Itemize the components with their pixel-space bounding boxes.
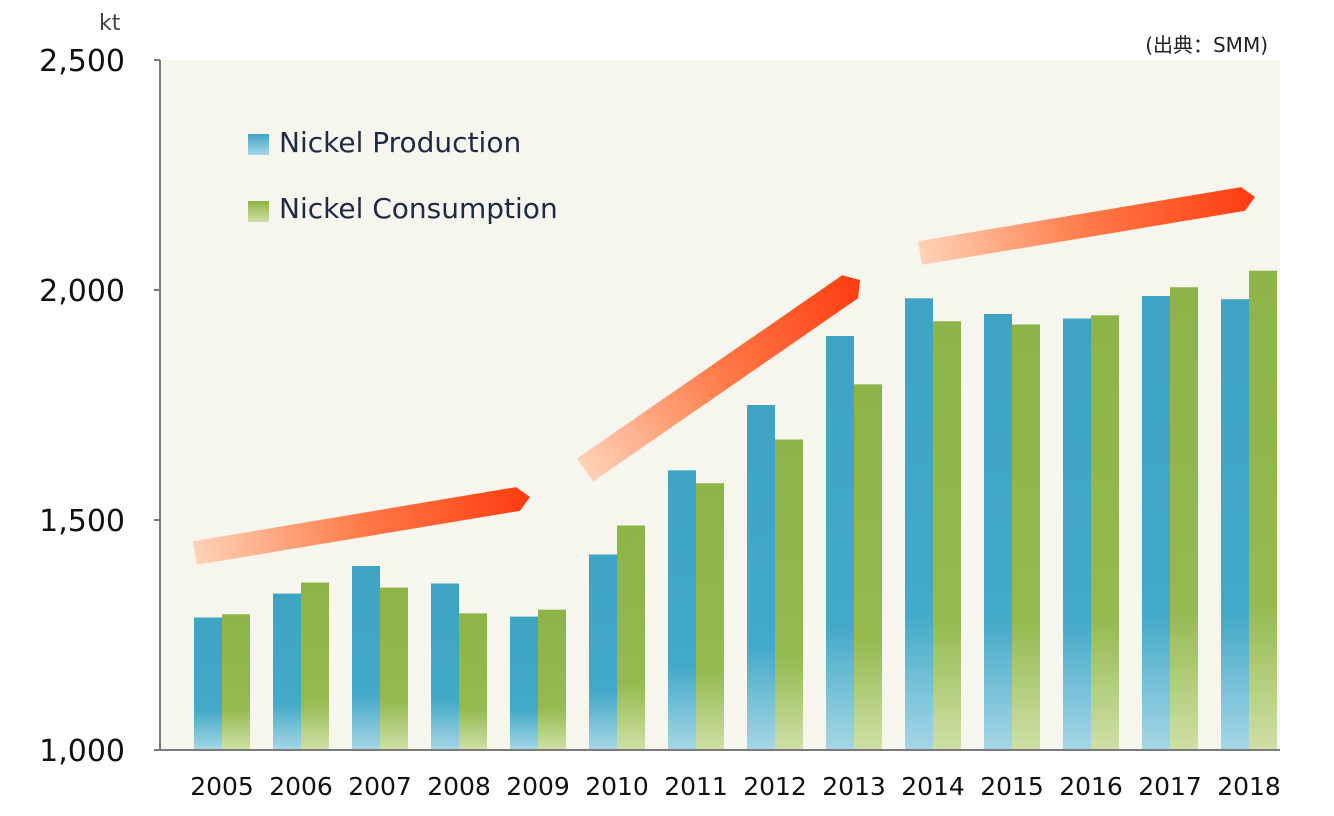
bar-production-2010	[589, 554, 617, 750]
bar-production-2016	[1063, 318, 1091, 750]
x-axis-ticks: 2005 2006 2007 2008 2009 2010 2011 2012 2013 2014…	[190, 772, 1281, 801]
x-tick-label: 2011	[664, 772, 728, 801]
bar-production-2008	[431, 583, 459, 750]
x-tick-label: 2009	[506, 772, 570, 801]
trend-arrows	[193, 187, 1255, 565]
x-tick-label: 2017	[1138, 772, 1202, 801]
bar-consumption-2014	[933, 321, 961, 750]
bar-production-2005	[194, 617, 222, 750]
bar-production-2013	[826, 336, 854, 750]
x-tick-label: 2014	[901, 772, 965, 801]
bar-consumption-2013	[854, 384, 882, 750]
legend-label-production: Nickel Production	[279, 126, 521, 159]
bar-consumption-2006	[301, 582, 329, 750]
bar-consumption-2007	[380, 587, 408, 750]
x-tick-label: 2018	[1217, 772, 1281, 801]
bar-consumption-2012	[775, 439, 803, 750]
x-tick-label: 2005	[190, 772, 254, 801]
source-label: (出典：SMM)	[1145, 33, 1268, 57]
x-tick-label: 2016	[1059, 772, 1123, 801]
x-tick-label: 2006	[269, 772, 333, 801]
trend-arrow-2014-2018	[918, 187, 1255, 265]
y-tick-label: 1,000	[39, 734, 125, 769]
legend-swatch-consumption	[248, 201, 269, 222]
x-tick-label: 2008	[427, 772, 491, 801]
bar-production-2018	[1221, 299, 1249, 750]
legend-label-consumption: Nickel Consumption	[279, 192, 558, 225]
bars	[194, 270, 1277, 750]
bar-production-2007	[352, 566, 380, 750]
bar-production-2014	[905, 298, 933, 750]
bar-consumption-2016	[1091, 315, 1119, 750]
bar-production-2017	[1142, 295, 1170, 750]
bar-production-2012	[747, 405, 775, 750]
bar-consumption-2009	[538, 609, 566, 750]
y-axis-ticks: 1,000 1,500 2,000 2,500	[39, 44, 160, 769]
x-tick-label: 2007	[348, 772, 412, 801]
y-tick-label: 2,500	[39, 44, 125, 79]
legend: Nickel Production Nickel Consumption	[248, 126, 558, 225]
legend-swatch-production	[248, 134, 269, 155]
bar-consumption-2010	[617, 525, 645, 750]
trend-arrow-2005-2009	[193, 487, 530, 565]
bar-production-2011	[668, 470, 696, 750]
bar-consumption-2011	[696, 483, 724, 750]
bar-consumption-2017	[1170, 287, 1198, 750]
bar-production-2015	[984, 313, 1012, 750]
y-tick-label: 2,000	[39, 274, 125, 309]
bar-consumption-2005	[222, 614, 250, 750]
bar-consumption-2008	[459, 613, 487, 750]
x-tick-label: 2012	[743, 772, 807, 801]
bar-production-2006	[273, 593, 301, 750]
bar-production-2009	[510, 616, 538, 750]
x-tick-label: 2015	[980, 772, 1044, 801]
bar-consumption-2015	[1012, 324, 1040, 750]
y-tick-label: 1,500	[39, 504, 125, 539]
y-unit-label: kt	[99, 11, 121, 36]
x-tick-label: 2013	[822, 772, 886, 801]
trend-arrow-2010-2013	[577, 275, 860, 482]
bar-consumption-2018	[1249, 270, 1277, 750]
x-tick-label: 2010	[585, 772, 649, 801]
